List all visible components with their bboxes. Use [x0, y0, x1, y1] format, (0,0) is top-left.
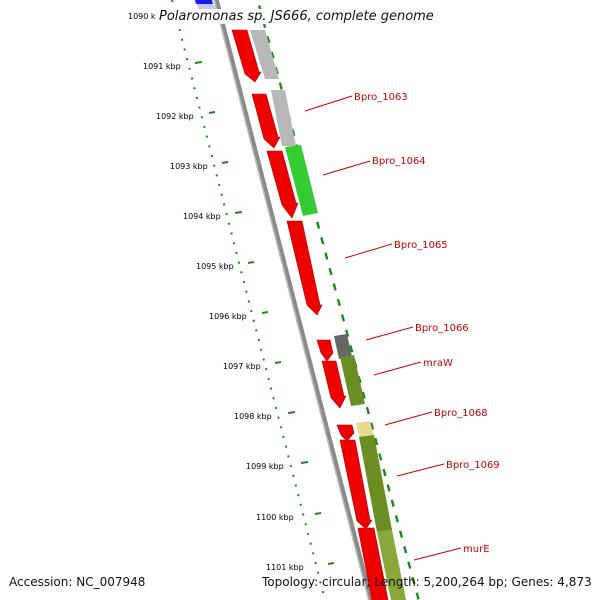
- gene-arrow-2: [251, 93, 281, 149]
- gene-label-bpro-1066: Bpro_1066: [415, 323, 469, 334]
- dark-gray-feature: [334, 334, 352, 359]
- scale-label-1094: 1094 kbp: [183, 212, 221, 221]
- gene-label-leaders: [304, 95, 462, 561]
- gene-label-bpro-1068: Bpro_1068: [434, 408, 488, 419]
- genes-count-text: Genes: 4,873: [511, 575, 592, 589]
- forward-genes: [231, 29, 389, 600]
- gray-feature-1: [250, 30, 279, 79]
- gene-arrow-5: [316, 339, 334, 362]
- outer-tick-track: [256, 0, 420, 600]
- scale-labels: 1090 k 1091 kbp 1092 kbp 1093 kbp 1094 k…: [128, 12, 304, 572]
- scale-label-1092: 1092 kbp: [156, 112, 194, 121]
- accession-label: Accession: NC_007948: [9, 575, 146, 589]
- scale-label-1097: 1097 kbp: [223, 362, 261, 371]
- gene-arrow-8: [339, 439, 373, 530]
- gene-label-bpro-1064: Bpro_1064: [372, 156, 426, 167]
- gene-arrow-4: [286, 220, 323, 316]
- scale-label-1095: 1095 kbp: [196, 262, 234, 271]
- gene-arrow-3: [266, 150, 299, 219]
- scale-label-1091: 1091 kbp: [143, 62, 181, 71]
- genome-summary: Topology: circular; Length: 5,200,264 bp…: [262, 575, 592, 589]
- scale-label-1093: 1093 kbp: [170, 162, 208, 171]
- scale-label-1098: 1098 kbp: [234, 412, 272, 421]
- gray-feature-2: [271, 90, 296, 146]
- gene-label-bpro-1063: Bpro_1063: [354, 92, 408, 103]
- backbone-highlight: [213, 0, 370, 600]
- genome-title: Polaromonas sp. JS666, complete genome: [157, 9, 436, 24]
- gene-label-bpro-1069: Bpro_1069: [446, 460, 500, 471]
- outer-features: [250, 30, 406, 600]
- scale-track: [171, 0, 326, 600]
- blue-feature: [195, 0, 213, 4]
- scale-label-1090: 1090 k: [128, 12, 156, 21]
- olive-feature-1: [340, 355, 365, 406]
- gene-arrow-9: [357, 527, 389, 600]
- yellow-feature: [356, 421, 374, 439]
- length-text: Length: 5,200,264 bp;: [374, 575, 508, 589]
- gene-label-mure: murE: [463, 544, 490, 555]
- topology-text: Topology: circular;: [262, 575, 371, 589]
- scale-label-1099: 1099 kbp: [246, 462, 284, 471]
- olive-feature-2: [359, 435, 392, 532]
- gene-arrow-6: [321, 360, 347, 409]
- green-feature: [285, 145, 318, 216]
- gene-labels: Bpro_1063 Bpro_1064 Bpro_1065 Bpro_1066 …: [354, 92, 500, 555]
- scale-label-1096: 1096 kbp: [209, 312, 247, 321]
- gene-label-mraw: mraW: [423, 358, 453, 369]
- gene-arrow-1: [231, 29, 262, 83]
- gene-arrow-7: [336, 424, 355, 442]
- backbone: [213, 0, 374, 600]
- gene-label-bpro-1065: Bpro_1065: [394, 240, 448, 251]
- scale-label-1101: 1101 kbp: [266, 563, 304, 572]
- olive-feature-3: [377, 530, 406, 600]
- scale-label-1100: 1100 kbp: [256, 513, 294, 522]
